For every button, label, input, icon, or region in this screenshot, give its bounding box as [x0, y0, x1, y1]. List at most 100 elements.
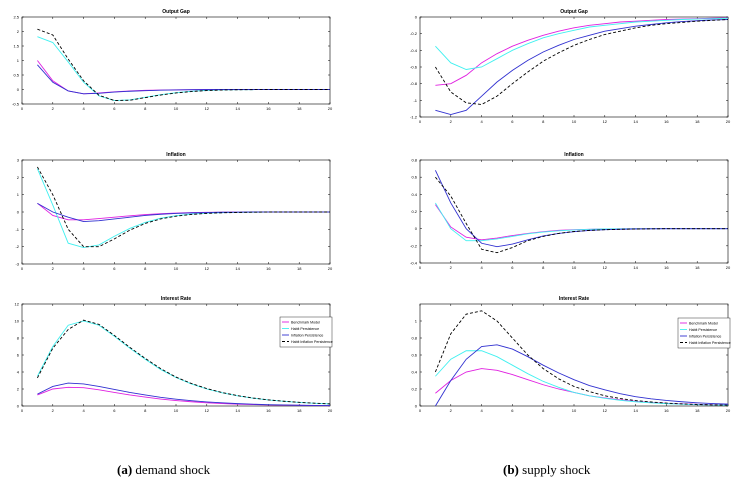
legend-label: Benchmark Model [689, 321, 718, 325]
x-tick-label: 20 [328, 106, 333, 111]
y-tick-label: 0.2 [411, 209, 417, 214]
y-tick-label: -1 [413, 98, 417, 103]
x-tick-label: 14 [633, 119, 638, 124]
series-line-4 [435, 19, 729, 105]
y-tick-label: -0.2 [410, 243, 418, 248]
y-tick-label: 0 [415, 15, 418, 20]
y-tick-label: 1 [17, 58, 20, 63]
x-tick-label: 16 [266, 266, 271, 271]
caption-b-text: supply shock [518, 462, 591, 477]
x-tick-label: 10 [572, 408, 577, 413]
y-tick-label: 0.6 [411, 353, 417, 358]
chart-b3: Interest Rate 0 2 4 6 8 10 12 14 16 18 20 0 0.2 0.4 0.6… [411, 296, 731, 413]
y-tick-label: -1 [15, 227, 19, 232]
y-tick-label: 2 [17, 175, 20, 180]
x-tick-label: 4 [480, 408, 483, 413]
y-tick-label: -1.2 [410, 115, 418, 120]
series-line-1 [435, 368, 729, 406]
series-line-3 [434, 170, 728, 248]
series-line-2 [435, 17, 729, 70]
y-tick-label: 1.5 [13, 44, 19, 49]
x-tick-label: 0 [21, 408, 24, 413]
x-tick-label: 18 [297, 408, 302, 413]
x-tick-label: 20 [328, 266, 333, 271]
x-tick-label: 20 [328, 408, 333, 413]
y-tick-label: 3 [17, 158, 20, 163]
x-tick-label: 10 [174, 266, 179, 271]
x-tick-label: 8 [144, 106, 147, 111]
chart-b2: Inflation 0 2 4 6 8 10 12 14 16 18 20 -0.4 -0.2 0 0.2 0.… [410, 152, 731, 270]
y-tick-label: 2 [17, 387, 20, 392]
x-tick-label: 16 [664, 408, 669, 413]
x-tick-label: 0 [21, 106, 24, 111]
chart-title: Output Gap [560, 9, 588, 15]
x-tick-label: 18 [695, 265, 700, 270]
x-tick-label: 18 [297, 106, 302, 111]
legend-label: Habit Inflation Persistence [291, 340, 333, 344]
x-tick-label: 2 [52, 408, 55, 413]
series-line-4 [434, 310, 729, 406]
x-tick-label: 4 [82, 266, 85, 271]
x-tick-label: 4 [82, 408, 85, 413]
y-tick-label: 8 [17, 336, 20, 341]
series-line-2 [36, 168, 330, 248]
x-tick-label: 6 [113, 106, 116, 111]
x-tick-label: 8 [542, 408, 545, 413]
chart-a3: Interest Rate 0 2 4 6 8 10 12 14 16 18 20 0 2 4 6 8 10 12 B… [15, 296, 333, 413]
y-tick-label: 2.5 [13, 15, 19, 20]
x-tick-label: 8 [542, 265, 545, 270]
x-tick-label: 8 [144, 408, 147, 413]
x-tick-label: 18 [297, 266, 302, 271]
y-tick-label: 0.8 [411, 336, 417, 341]
y-tick-label: 0.4 [411, 370, 417, 375]
chart-title: Interest Rate [559, 296, 590, 302]
caption-a-text: demand shock [132, 462, 211, 477]
series-line-2 [435, 350, 729, 406]
y-tick-label: -0.8 [410, 81, 418, 86]
chart-title: Inflation [166, 152, 185, 158]
x-tick-label: 16 [664, 265, 669, 270]
y-tick-label: 2 [17, 29, 20, 34]
y-tick-label: 0.2 [411, 387, 417, 392]
x-tick-label: 20 [726, 265, 731, 270]
y-tick-label: -0.2 [410, 31, 418, 36]
y-tick-label: -2 [15, 244, 19, 249]
x-tick-label: 6 [511, 265, 514, 270]
x-tick-label: 12 [205, 408, 210, 413]
plot-frame [419, 159, 729, 264]
x-tick-label: 4 [82, 106, 85, 111]
series-line-2 [37, 320, 331, 405]
x-tick-label: 12 [603, 408, 608, 413]
x-tick-label: 4 [480, 265, 483, 270]
x-tick-label: 2 [450, 119, 453, 124]
x-tick-label: 18 [695, 119, 700, 124]
chart-b1: Output Gap 0 2 4 6 8 10 12 14 16 18 20 -1.2 -1 -0.8 -0.… [410, 9, 731, 124]
x-tick-label: 16 [664, 119, 669, 124]
y-tick-label: 0.5 [13, 73, 19, 78]
plot-frame [419, 16, 729, 118]
caption-demand-shock: (a) demand shock [117, 462, 210, 478]
x-tick-label: 14 [235, 408, 240, 413]
y-tick-label: 0 [415, 404, 418, 409]
series-line-2 [37, 36, 330, 101]
x-tick-label: 8 [144, 266, 147, 271]
x-tick-label: 12 [603, 265, 608, 270]
y-tick-label: -0.5 [12, 102, 20, 107]
y-tick-label: 0 [17, 210, 20, 215]
series-line-1 [435, 17, 729, 86]
x-tick-label: 2 [450, 265, 453, 270]
x-tick-label: 6 [511, 119, 514, 124]
y-tick-label: -0.4 [410, 261, 418, 266]
chart-title: Interest Rate [161, 296, 192, 302]
chart-title: Output Gap [162, 9, 190, 15]
x-tick-label: 14 [633, 265, 638, 270]
y-tick-label: 0.8 [411, 158, 417, 163]
x-tick-label: 2 [52, 106, 55, 111]
y-tick-label: 0 [17, 87, 20, 92]
caption-supply-shock: (b) supply shock [503, 462, 590, 478]
x-tick-label: 6 [113, 408, 116, 413]
x-tick-label: 10 [572, 265, 577, 270]
legend: Benchmark Model Habit Persistence Inflatio… [279, 316, 333, 348]
